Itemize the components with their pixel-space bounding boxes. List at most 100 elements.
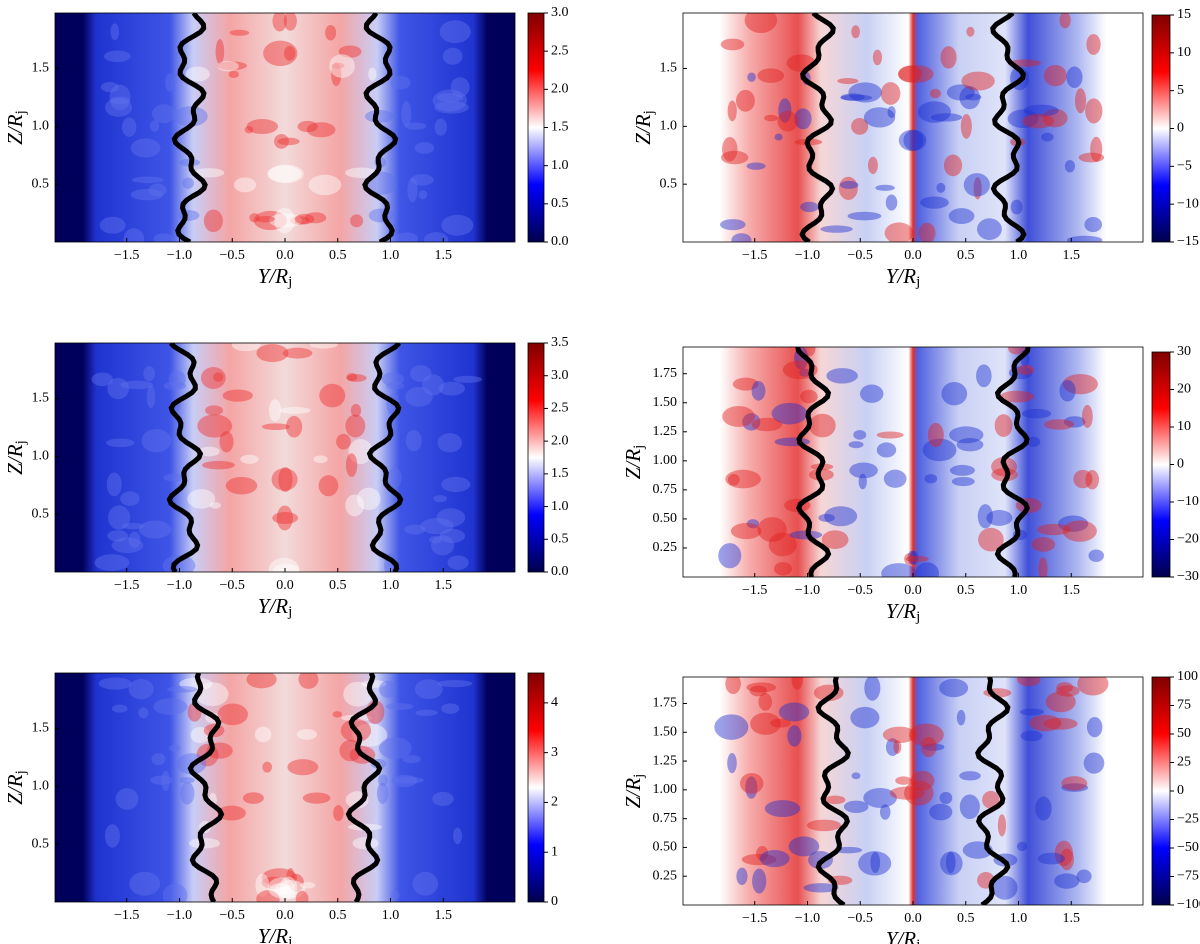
field-texture	[253, 210, 287, 231]
colorbar-tick-label: 0.0	[551, 234, 569, 249]
colorbar-tick-label: −100	[1177, 897, 1200, 912]
field-texture	[129, 871, 161, 896]
x-tick-label: 1.5	[1063, 583, 1081, 598]
field-texture	[442, 47, 463, 65]
x-tick-label: −0.5	[848, 583, 873, 598]
colorbar-tick-label: 2.0	[551, 433, 569, 448]
field-texture	[1043, 64, 1067, 87]
field-texture	[99, 216, 126, 234]
field-texture	[105, 97, 133, 117]
field-texture	[973, 177, 982, 200]
field-texture	[179, 677, 213, 691]
y-axis-label-sub: j	[631, 445, 647, 450]
field-texture	[325, 24, 337, 41]
field-texture	[800, 201, 819, 213]
field-texture	[909, 550, 919, 565]
field-texture	[376, 782, 389, 804]
y-tick-label: 0.50	[653, 511, 678, 526]
x-axis-label-sub: j	[915, 274, 920, 290]
field-texture	[402, 755, 421, 764]
y-tick-label: 1.5	[32, 391, 50, 406]
field-texture	[200, 367, 226, 389]
x-tick-label: −1.5	[114, 248, 139, 263]
field-texture	[267, 877, 295, 899]
field-texture	[240, 454, 259, 464]
y-axis-label-main: Z/R	[3, 774, 27, 805]
colorbar-tick-label: 1.5	[551, 466, 569, 481]
field-texture	[1016, 677, 1041, 687]
field-texture	[749, 685, 768, 697]
y-tick-label: 1.00	[653, 782, 678, 797]
field-texture	[1085, 470, 1100, 490]
field-texture	[956, 437, 984, 452]
colorbar-tick-label: 2.5	[551, 43, 569, 58]
field-texture	[720, 38, 745, 51]
field-texture	[843, 800, 869, 813]
field-texture	[851, 117, 869, 135]
field-texture	[94, 554, 130, 572]
field-texture	[385, 703, 414, 711]
field-texture	[106, 472, 122, 497]
field-texture	[992, 875, 1018, 900]
field-texture	[414, 679, 443, 700]
field-texture	[429, 535, 442, 544]
field-texture	[149, 120, 160, 132]
field-texture	[982, 790, 1000, 809]
field-texture	[345, 167, 378, 179]
field-texture	[858, 851, 892, 876]
field-texture	[161, 770, 170, 792]
field-texture	[110, 96, 130, 105]
colorbar-tick-label: −20	[1177, 532, 1199, 547]
x-tick-label: 1.0	[382, 248, 400, 263]
field-texture	[920, 196, 949, 209]
field-texture	[1088, 549, 1104, 562]
field-texture	[297, 120, 318, 133]
field-texture	[436, 92, 464, 103]
field-texture	[727, 752, 737, 774]
field-texture	[849, 462, 878, 479]
field-texture	[173, 106, 208, 127]
y-tick-label: 1.25	[653, 424, 678, 439]
field-texture	[910, 770, 935, 791]
field-texture	[343, 681, 373, 707]
field-texture	[718, 543, 742, 569]
field-texture	[1043, 717, 1078, 730]
field-texture	[1029, 714, 1062, 732]
field-texture	[1000, 390, 1035, 403]
field-texture	[1020, 708, 1044, 716]
colorbar-tick-label: 0.0	[551, 564, 569, 579]
field-texture	[768, 532, 797, 557]
field-texture	[824, 506, 858, 527]
colorbar-tick-label: 3.0	[551, 5, 569, 20]
field-texture	[441, 703, 460, 714]
field-texture	[163, 381, 187, 391]
field-texture	[261, 876, 286, 889]
panel: −1.5 −1.0 −0.5 0.0 0.5 1.0 1.50.51.01.5Y/RjZ/R…	[631, 7, 1199, 290]
y-tick-label: 0.5	[660, 176, 678, 191]
y-axis-label-sub: j	[641, 110, 657, 115]
contour	[171, 13, 208, 242]
field-texture	[256, 890, 280, 902]
field-texture	[138, 707, 149, 719]
field-texture	[809, 468, 834, 481]
y-tick-label: 0.25	[653, 868, 678, 883]
field-texture	[104, 824, 120, 848]
field-texture	[309, 343, 338, 349]
x-tick-label: 1.5	[435, 908, 453, 923]
field-texture	[927, 422, 944, 448]
field-texture	[274, 207, 295, 234]
field-texture	[329, 54, 355, 78]
field-texture	[1090, 136, 1103, 162]
y-tick-label: 0.75	[653, 811, 678, 826]
field-texture	[875, 184, 895, 191]
field-texture	[1081, 404, 1093, 429]
field-texture	[1059, 13, 1071, 29]
field-texture	[746, 682, 777, 693]
contour	[362, 13, 399, 242]
field-texture	[187, 489, 216, 509]
y-tick-label: 1.0	[32, 119, 50, 134]
x-tick-label: 1.5	[435, 578, 453, 593]
field-texture	[736, 867, 748, 885]
field-texture	[977, 218, 1002, 240]
x-tick-label: −1.5	[114, 578, 139, 593]
